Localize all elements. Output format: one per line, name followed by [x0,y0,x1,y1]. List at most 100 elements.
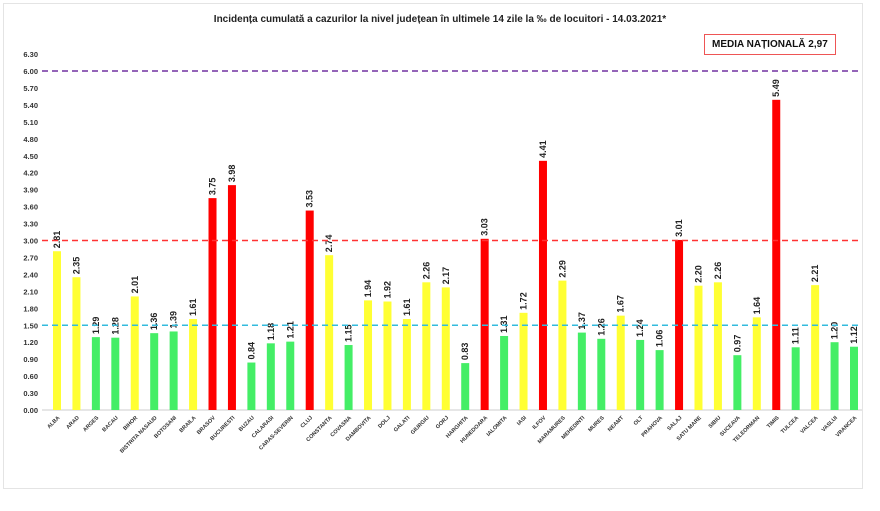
x-tick-label: IASI [516,415,528,427]
y-tick-label: 0.00 [23,406,38,415]
y-tick-label: 4.50 [23,152,38,161]
x-tick-label: NEAMT [607,415,626,434]
chart-frame [3,3,863,489]
bar [558,280,567,410]
bar [733,355,742,410]
x-tick-label: MURES [587,415,606,434]
y-tick-label: 4.80 [23,135,38,144]
bar [422,282,431,410]
bar [150,333,159,410]
value-label: 3.98 [227,165,237,183]
bar [480,238,489,410]
y-tick-label: 5.70 [23,84,38,93]
x-tick-label: SIBIU [708,415,723,430]
y-tick-label: 2.10 [23,287,38,296]
value-label: 1.94 [363,280,373,298]
value-label: 2.29 [557,260,567,278]
x-tick-label: BIHOR [122,415,139,432]
bar [636,339,645,410]
bar [208,198,217,410]
value-label: 1.92 [382,281,392,299]
y-tick-label: 1.50 [23,321,38,330]
y-tick-label: 5.40 [23,101,38,110]
x-tick-label: BRAILA [179,415,198,434]
value-label: 2.35 [71,257,81,275]
y-tick-label: 6.00 [23,67,38,76]
bar [130,296,139,410]
bar [344,345,353,410]
value-label: 1.12 [849,326,859,344]
y-tick-label: 0.60 [23,372,38,381]
value-label: 1.31 [499,315,509,333]
y-tick-label: 4.20 [23,169,38,178]
bar [694,285,703,410]
x-tick-label: GIURGIU [410,415,431,436]
value-label: 2.74 [324,235,334,253]
x-tick-label: ARAD [65,415,80,430]
national-average-box: MEDIA NAȚIONALĂ 2,97 [704,34,836,55]
value-label: 1.61 [188,299,198,317]
y-tick-label: 1.80 [23,304,38,313]
bar [247,362,256,410]
y-tick-label: 1.20 [23,338,38,347]
bar [655,350,664,410]
bar [402,319,411,410]
x-tick-label: ILFOV [532,415,548,431]
x-tick-label: DOLJ [377,415,392,430]
x-tick-label: TULCEA [780,415,800,435]
x-tick-label: IALOMITA [486,415,509,438]
bar [72,277,81,410]
value-label: 3.75 [208,178,218,196]
value-label: 1.20 [830,322,840,340]
bar [441,287,450,410]
bar [538,160,547,410]
bar [383,301,392,410]
x-tick-label: BACAU [101,415,119,433]
value-label: 1.64 [752,297,762,315]
value-label: 3.53 [305,190,315,208]
value-label: 1.24 [635,319,645,337]
y-tick-label: 3.00 [23,237,38,246]
value-label: 2.81 [52,231,62,249]
value-label: 1.15 [344,324,354,342]
bar [500,335,509,410]
x-tick-label: OLT [633,415,645,427]
value-label: 1.39 [169,311,179,329]
bar [364,300,373,410]
bar [752,317,761,410]
value-label: 0.84 [246,342,256,360]
value-label: 1.21 [285,321,295,339]
value-label: 1.72 [519,292,529,310]
x-tick-label: CLUJ [300,415,314,429]
y-tick-label: 5.10 [23,118,38,127]
value-label: 2.20 [693,265,703,283]
bar [189,319,198,410]
value-label: 2.26 [421,262,431,280]
bar [111,337,120,410]
bar [91,337,100,410]
bar [791,347,800,410]
value-label: 5.49 [771,79,781,97]
value-label: 3.03 [480,218,490,236]
value-label: 3.01 [674,219,684,237]
value-label: 1.67 [616,295,626,313]
chart-title: Incidența cumulată a cazurilor la nivel … [213,14,667,25]
bar [713,282,722,410]
x-tick-label: BUZAU [238,415,256,433]
bar [169,331,178,410]
bar [53,251,61,410]
bar [325,255,334,410]
bar [772,99,781,410]
value-label: 1.26 [596,318,606,336]
value-label: 2.17 [441,267,451,285]
x-tick-label: GORJ [435,415,450,430]
value-label: 4.41 [538,140,548,158]
x-tick-label: GALATI [393,415,412,434]
y-tick-label: 0.30 [23,389,38,398]
x-tick-label: TIMIS [766,415,781,430]
value-label: 2.21 [810,265,820,283]
x-tick-label: SALAJ [666,415,683,432]
x-tick-label: VRANCEA [835,415,858,438]
value-label: 0.97 [732,335,742,353]
x-tick-label: ARGES [82,415,100,433]
